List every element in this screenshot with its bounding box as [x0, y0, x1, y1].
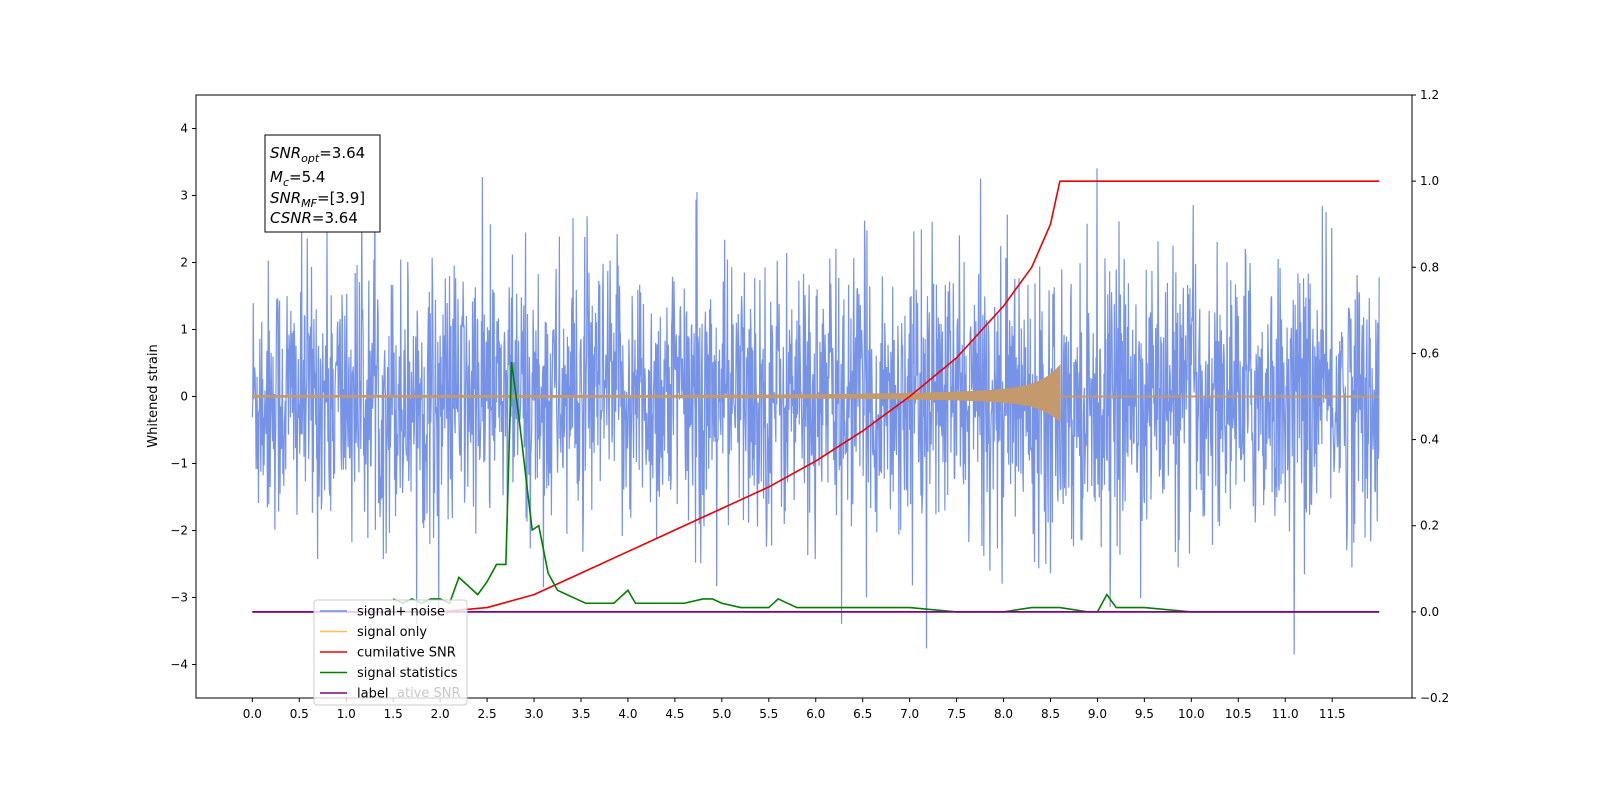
y-axis-left: 4 3 2 1 0 −1 −2 −3 −4	[170, 122, 196, 672]
y2-tick-label: 0.4	[1420, 433, 1439, 447]
annotation-box: SNRopt=3.64 Mc=5.4 SNRMF=[3.9] CSNR=3.64	[264, 134, 381, 233]
x-tick-label: 8.5	[1041, 707, 1060, 721]
legend-entry: label	[357, 687, 388, 702]
x-tick-label: 10.5	[1225, 707, 1252, 721]
x-tick-label: 4.0	[618, 707, 637, 721]
y2-tick-label: 0.0	[1420, 605, 1439, 619]
y-tick-label: 1	[180, 323, 188, 337]
annotation-snr-opt: SNRopt=3.64	[270, 144, 365, 165]
x-tick-label: 2.5	[478, 707, 497, 721]
series-cumulative-snr	[252, 180, 1380, 613]
y2-tick-label: 0.2	[1420, 519, 1439, 533]
legend-entry: signal only	[357, 625, 427, 640]
y2-tick-label: 1.0	[1420, 174, 1439, 188]
y-tick-label: −3	[170, 591, 188, 605]
x-tick-label: 1.5	[384, 707, 403, 721]
x-tick-label: 5.0	[712, 707, 731, 721]
y-tick-label: −1	[170, 457, 188, 471]
x-tick-label: 7.0	[900, 707, 919, 721]
legend-entry: signal statistics	[357, 666, 458, 681]
x-tick-label: 6.0	[806, 707, 825, 721]
annotation-csnr: CSNR=3.64	[270, 209, 358, 227]
x-tick-label: 5.5	[759, 707, 778, 721]
y2-tick-label: −0.2	[1420, 691, 1449, 705]
x-tick-label: 11.5	[1319, 707, 1346, 721]
annotation-mc: Mc=5.4	[270, 168, 325, 189]
legend: ative SNR signal+ noise signal only cumila…	[313, 599, 468, 706]
x-axis: 0.0 0.5 1.0 1.5 2.0 2.5 3.0 3.5 4.0 4.5 5.0 5.5 6.0 6…	[243, 698, 1346, 721]
y2-tick-label: 1.2	[1420, 88, 1439, 102]
x-tick-label: 0.0	[243, 707, 262, 721]
x-tick-label: 6.5	[853, 707, 872, 721]
y2-tick-label: 0.8	[1420, 260, 1439, 274]
x-tick-label: 9.0	[1088, 707, 1107, 721]
series-signal-noise	[251, 141, 1380, 655]
x-tick-label: 11.0	[1272, 707, 1299, 721]
y-tick-label: −2	[170, 524, 188, 538]
y-tick-label: 4	[180, 122, 188, 136]
x-tick-label: 10.0	[1178, 707, 1205, 721]
x-tick-label: 7.5	[947, 707, 966, 721]
y-axis-label: Whitened strain	[146, 344, 161, 447]
y-tick-label: 2	[180, 256, 188, 270]
y2-tick-label: 0.6	[1420, 346, 1439, 360]
x-tick-label: 0.5	[290, 707, 309, 721]
x-tick-label: 2.0	[431, 707, 450, 721]
legend-entry: cumilative SNR	[357, 646, 456, 661]
y-axis-right: 1.2 1.0 0.8 0.6 0.4 0.2 0.0 −0.2	[1412, 88, 1449, 705]
x-tick-label: 1.0	[337, 707, 356, 721]
y-tick-label: −4	[170, 658, 188, 672]
x-tick-label: 4.5	[665, 707, 684, 721]
x-tick-label: 3.5	[571, 707, 590, 721]
x-tick-label: 8.0	[994, 707, 1013, 721]
x-tick-label: 3.0	[524, 707, 543, 721]
annotation-snr-mf: SNRMF=[3.9]	[270, 189, 365, 210]
legend-entry: signal+ noise	[357, 605, 445, 620]
legend-ghost-text: ative SNR	[397, 686, 461, 701]
x-tick-label: 9.5	[1135, 707, 1154, 721]
y-tick-label: 3	[180, 189, 188, 203]
y-tick-label: 0	[180, 390, 188, 404]
